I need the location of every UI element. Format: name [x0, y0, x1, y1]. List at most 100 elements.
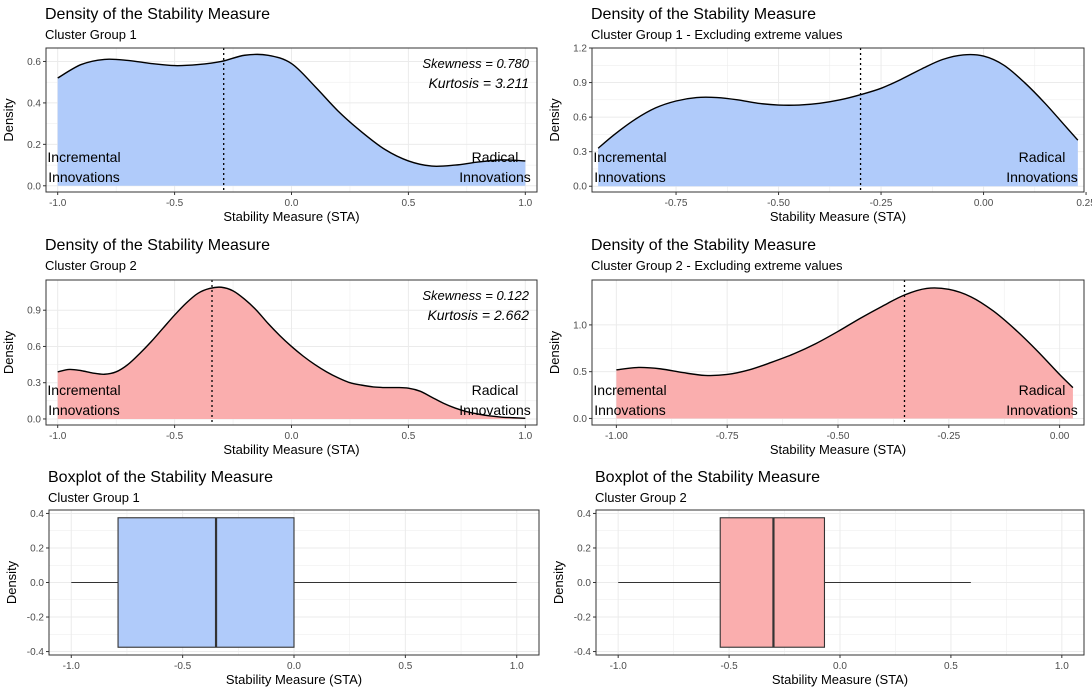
chart-subtitle: Cluster Group 1 — [48, 490, 140, 505]
y-tick-label: 0.5 — [573, 367, 587, 378]
annotation-innovations-right: Innovations — [1006, 169, 1078, 185]
y-tick-label: -0.2 — [27, 613, 45, 624]
chart-panel-5: Boxplot of the Stability Measure Cluster … — [4, 469, 540, 687]
annotation-skewness: Skewness = 0.122 — [422, 288, 529, 303]
x-tick-label: 1.0 — [518, 198, 532, 209]
y-tick-label: 0.0 — [577, 578, 591, 589]
annotation-radical: Radical — [1019, 382, 1066, 398]
box-iqr — [719, 517, 826, 648]
y-tick-label: 0.9 — [27, 306, 41, 317]
annotation-innovations-left: Innovations — [594, 169, 666, 185]
x-axis-label: Stability Measure (STA) — [770, 442, 906, 457]
x-axis-label: Stability Measure (STA) — [770, 209, 906, 224]
y-axis-label: Density — [551, 560, 566, 604]
y-tick-label: 0.4 — [577, 509, 591, 520]
x-tick-label: -1.0 — [49, 198, 67, 209]
x-tick-label: -0.5 — [166, 198, 184, 209]
x-tick-label: 0.0 — [287, 661, 301, 672]
x-tick-label: 1.0 — [510, 661, 524, 672]
box-iqr — [117, 517, 295, 648]
chart-panel-1: Density of the Stability Measure Cluster … — [1, 6, 538, 224]
chart-subtitle: Cluster Group 1 — [45, 27, 137, 42]
x-tick-label: -0.5 — [720, 661, 738, 672]
density-line — [57, 286, 526, 420]
annotation-innovations-right: Innovations — [459, 169, 531, 185]
annotation-innovations-left: Innovations — [48, 402, 120, 418]
y-tick-label: 0.2 — [577, 543, 591, 554]
chart-title: Boxplot of the Stability Measure — [595, 469, 820, 486]
x-tick-label: 0.5 — [401, 431, 415, 442]
x-tick-label: 0.00 — [974, 198, 994, 209]
density-area — [598, 54, 1078, 187]
chart-title: Density of the Stability Measure — [45, 237, 270, 254]
density-line — [616, 287, 1074, 389]
x-tick-label: 1.0 — [518, 431, 532, 442]
y-tick-label: 0.6 — [27, 57, 41, 68]
y-tick-label: 0.2 — [27, 140, 41, 151]
y-tick-label: 0.0 — [573, 182, 587, 193]
y-axis-label: Density — [1, 98, 16, 142]
y-axis-label: Density — [547, 330, 562, 374]
x-tick-label: 0.5 — [398, 661, 412, 672]
x-tick-label: -0.5 — [166, 431, 184, 442]
x-axis-label: Stability Measure (STA) — [223, 442, 359, 457]
chart-subtitle: Cluster Group 1 - Excluding extreme valu… — [591, 27, 843, 42]
annotation-radical: Radical — [472, 149, 519, 165]
y-tick-label: 0.6 — [573, 113, 587, 124]
y-tick-label: 0.3 — [573, 147, 587, 158]
chart-subtitle: Cluster Group 2 — [45, 258, 137, 273]
density-line — [597, 53, 1079, 149]
marks — [57, 280, 526, 425]
chart-title: Boxplot of the Stability Measure — [48, 469, 273, 486]
y-tick-label: 0.0 — [30, 578, 44, 589]
x-tick-label: -0.50 — [767, 198, 790, 209]
x-axis-label: Stability Measure (STA) — [226, 672, 362, 687]
annotation-innovations-left: Innovations — [594, 402, 666, 418]
chart-panel-6: Boxplot of the Stability Measure Cluster … — [551, 469, 1085, 687]
y-tick-label: 0.4 — [30, 509, 44, 520]
annotation-innovations-right: Innovations — [459, 402, 531, 418]
marks — [597, 48, 1079, 192]
chart-panel-4: Density of the Stability Measure Cluster … — [547, 237, 1085, 457]
annotation-radical: Radical — [472, 382, 519, 398]
annotation-innovations-right: Innovations — [1006, 402, 1078, 418]
x-tick-label: 0.5 — [944, 661, 958, 672]
chart-title: Density of the Stability Measure — [45, 6, 270, 23]
annotation-incremental: Incremental — [47, 382, 120, 398]
x-tick-label: 0.25 — [1076, 198, 1092, 209]
x-tick-label: -0.25 — [937, 431, 960, 442]
x-tick-label: 0.0 — [285, 198, 299, 209]
density-area — [57, 54, 526, 186]
y-tick-label: 1.0 — [573, 320, 587, 331]
x-axis-label: Stability Measure (STA) — [223, 209, 359, 224]
y-tick-label: 0.9 — [573, 78, 587, 89]
x-tick-label: -1.00 — [605, 431, 628, 442]
y-tick-label: -0.4 — [27, 647, 45, 658]
panel-border — [591, 47, 1085, 193]
x-tick-label: -1.0 — [63, 661, 81, 672]
y-tick-label: -0.2 — [574, 613, 592, 624]
x-tick-label: -0.5 — [174, 661, 192, 672]
density-line — [57, 53, 526, 168]
y-tick-label: 0.2 — [30, 543, 44, 554]
y-axis-label: Density — [1, 330, 16, 374]
x-tick-label: 0.5 — [401, 198, 415, 209]
y-tick-label: 0.0 — [27, 181, 41, 192]
y-tick-label: 0.6 — [27, 342, 41, 353]
annotation-kurtosis: Kurtosis = 2.662 — [427, 307, 529, 323]
x-tick-label: -0.75 — [665, 198, 688, 209]
density-area — [616, 287, 1073, 419]
x-tick-label: -0.75 — [716, 431, 739, 442]
annotation-radical: Radical — [1019, 149, 1066, 165]
annotation-skewness: Skewness = 0.780 — [422, 56, 529, 71]
chart-title: Density of the Stability Measure — [591, 6, 816, 23]
chart-subtitle: Cluster Group 2 — [595, 490, 687, 505]
y-tick-label: 0.3 — [27, 378, 41, 389]
x-tick-label: 0.0 — [833, 661, 847, 672]
y-tick-label: -0.4 — [574, 647, 592, 658]
chart-panel-2: Density of the Stability Measure Cluster … — [547, 6, 1092, 224]
y-axis-label: Density — [4, 560, 19, 604]
x-tick-label: -1.0 — [610, 661, 628, 672]
marks — [71, 517, 517, 648]
